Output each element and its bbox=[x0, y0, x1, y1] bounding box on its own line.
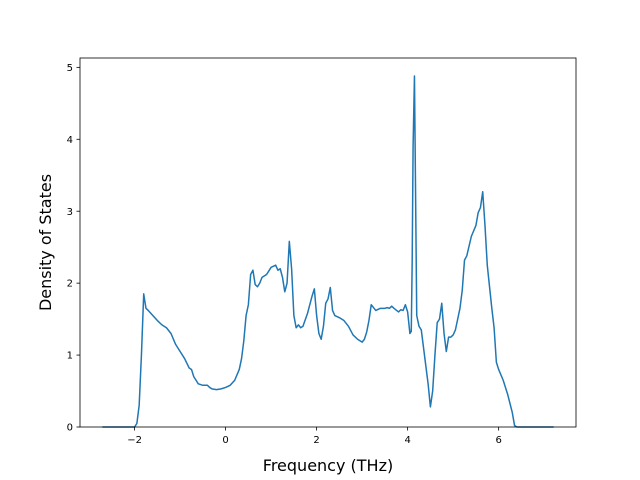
x-tick-label: 2 bbox=[313, 435, 319, 446]
x-tick-label: −2 bbox=[127, 435, 142, 446]
y-tick-label: 5 bbox=[67, 63, 73, 74]
series-line bbox=[102, 75, 554, 428]
x-tick-label: 4 bbox=[404, 435, 410, 446]
y-tick-label: 1 bbox=[67, 351, 73, 362]
y-tick-label: 3 bbox=[67, 207, 73, 218]
y-tick-label: 0 bbox=[67, 423, 73, 434]
y-axis-ticks: 0 1 2 3 4 5 bbox=[67, 63, 80, 434]
x-tick-label: 0 bbox=[222, 435, 228, 446]
x-axis-ticks: −2 0 2 4 6 bbox=[127, 427, 502, 446]
plot-area bbox=[102, 75, 554, 428]
x-axis-label: Frequency (THz) bbox=[263, 456, 393, 475]
y-tick-label: 2 bbox=[67, 279, 73, 290]
x-tick-label: 6 bbox=[495, 435, 501, 446]
y-tick-label: 4 bbox=[67, 135, 73, 146]
y-axis-label: Density of States bbox=[36, 174, 55, 311]
axes-frame bbox=[79, 57, 577, 428]
